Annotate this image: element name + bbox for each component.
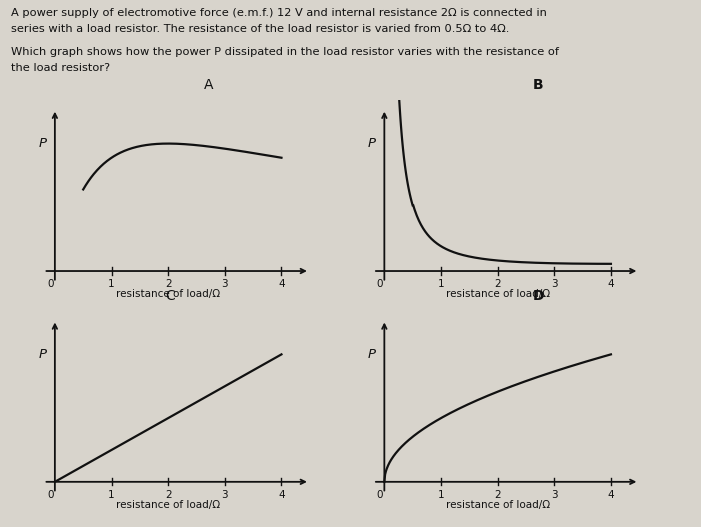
Text: resistance of load/Ω: resistance of load/Ω bbox=[116, 289, 220, 299]
Text: 4: 4 bbox=[278, 490, 285, 500]
Text: P: P bbox=[39, 137, 46, 150]
Text: 3: 3 bbox=[551, 279, 557, 289]
Text: resistance of load/Ω: resistance of load/Ω bbox=[116, 500, 220, 510]
Text: 3: 3 bbox=[551, 490, 557, 500]
Text: 4: 4 bbox=[608, 279, 614, 289]
Text: P: P bbox=[368, 348, 376, 361]
Text: resistance of load/Ω: resistance of load/Ω bbox=[446, 289, 550, 299]
Text: A power supply of electromotive force (e.m.f.) 12 V and internal resistance 2Ω i: A power supply of electromotive force (e… bbox=[11, 8, 546, 18]
Text: 2: 2 bbox=[494, 279, 501, 289]
Text: 0: 0 bbox=[376, 490, 383, 500]
Text: D: D bbox=[533, 289, 544, 302]
Text: the load resistor?: the load resistor? bbox=[11, 63, 109, 73]
Text: B: B bbox=[533, 78, 544, 92]
Text: 4: 4 bbox=[608, 490, 614, 500]
Text: series with a load resistor. The resistance of the load resistor is varied from : series with a load resistor. The resista… bbox=[11, 24, 509, 34]
Text: C: C bbox=[165, 289, 175, 302]
Text: 2: 2 bbox=[165, 490, 172, 500]
Text: resistance of load/Ω: resistance of load/Ω bbox=[446, 500, 550, 510]
Text: 0: 0 bbox=[47, 490, 54, 500]
Text: P: P bbox=[368, 137, 376, 150]
Text: 1: 1 bbox=[108, 279, 115, 289]
Text: 2: 2 bbox=[165, 279, 172, 289]
Text: 1: 1 bbox=[437, 490, 444, 500]
Text: 4: 4 bbox=[278, 279, 285, 289]
Text: 3: 3 bbox=[222, 490, 228, 500]
Text: 3: 3 bbox=[222, 279, 228, 289]
Text: 2: 2 bbox=[494, 490, 501, 500]
Text: 0: 0 bbox=[376, 279, 383, 289]
Text: A: A bbox=[204, 78, 214, 92]
Text: 0: 0 bbox=[47, 279, 54, 289]
Text: 1: 1 bbox=[437, 279, 444, 289]
Text: 1: 1 bbox=[108, 490, 115, 500]
Text: Which graph shows how the power P dissipated in the load resistor varies with th: Which graph shows how the power P dissip… bbox=[11, 47, 559, 57]
Text: P: P bbox=[39, 348, 46, 361]
